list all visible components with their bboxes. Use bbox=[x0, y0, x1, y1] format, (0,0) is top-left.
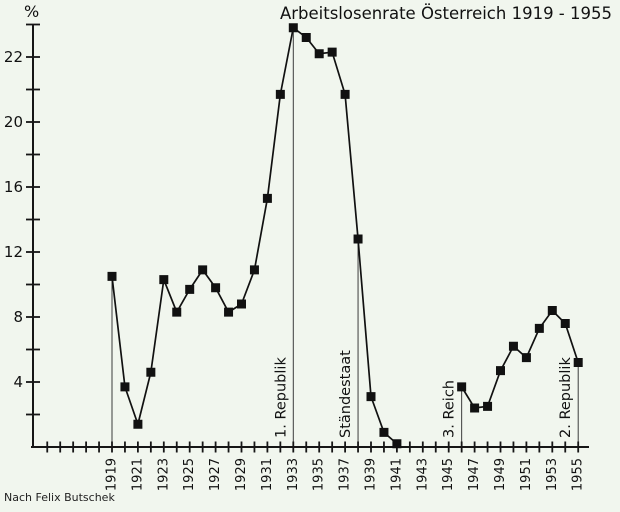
x-tick-label-1929: 1929 bbox=[234, 458, 249, 491]
x-tick-label-1935: 1935 bbox=[312, 458, 327, 491]
data-point-1926 bbox=[198, 265, 208, 275]
data-point-1955 bbox=[573, 358, 583, 367]
data-point-1937 bbox=[340, 89, 350, 99]
data-point-1950 bbox=[508, 341, 518, 351]
era-label-1946: 3. Reich bbox=[442, 380, 458, 438]
era-label-1955: 2. Republik bbox=[558, 357, 574, 438]
data-point-1953 bbox=[547, 306, 557, 315]
data-point-1954 bbox=[560, 319, 570, 328]
data-point-1934 bbox=[301, 33, 311, 42]
y-tick-label-20: 20 bbox=[4, 113, 23, 131]
data-point-1929 bbox=[237, 299, 246, 309]
x-tick-label-1941: 1941 bbox=[389, 458, 404, 491]
x-tick-label-1955: 1955 bbox=[571, 458, 586, 491]
x-tick-label-1943: 1943 bbox=[415, 458, 430, 491]
y-tick-label-16: 16 bbox=[4, 178, 23, 196]
data-point-1947 bbox=[470, 403, 480, 413]
data-point-1927 bbox=[211, 283, 221, 293]
data-point-1919 bbox=[107, 271, 117, 281]
chart-title: Arbeitslosenrate Österreich 1919 - 1955 bbox=[279, 4, 612, 23]
data-point-1949 bbox=[496, 366, 505, 376]
data-point-1951 bbox=[521, 353, 531, 363]
x-tick-label-1927: 1927 bbox=[208, 458, 223, 491]
data-point-1931 bbox=[262, 193, 272, 203]
data-point-1936 bbox=[327, 47, 337, 57]
x-tick-label-1921: 1921 bbox=[130, 458, 145, 491]
x-tick-label-1923: 1923 bbox=[156, 458, 171, 491]
y-axis-unit-label: % bbox=[24, 2, 40, 21]
x-tick-label-1949: 1949 bbox=[493, 458, 508, 491]
source-note: Nach Felix Butschek bbox=[4, 491, 115, 504]
unemployment-line-segment bbox=[460, 309, 580, 409]
data-point-1924 bbox=[172, 307, 182, 317]
data-point-1922 bbox=[146, 367, 156, 377]
data-point-1948 bbox=[483, 401, 493, 411]
data-point-1930 bbox=[249, 265, 259, 275]
data-point-1938 bbox=[353, 234, 363, 244]
y-tick-label-22: 22 bbox=[4, 48, 23, 66]
data-point-1940 bbox=[379, 427, 389, 437]
x-tick-label-1939: 1939 bbox=[364, 458, 379, 491]
y-tick-label-8: 8 bbox=[13, 308, 23, 326]
data-point-1928 bbox=[224, 307, 234, 317]
x-tick-label-1919: 1919 bbox=[105, 458, 120, 491]
x-tick-label-1933: 1933 bbox=[286, 458, 301, 491]
data-point-1952 bbox=[534, 323, 544, 333]
x-tick-label-1951: 1951 bbox=[519, 458, 534, 491]
y-tick-label-4: 4 bbox=[13, 373, 23, 391]
x-tick-label-1931: 1931 bbox=[260, 458, 275, 491]
data-point-1920 bbox=[120, 382, 130, 392]
y-tick-label-12: 12 bbox=[4, 243, 23, 261]
data-point-1923 bbox=[159, 275, 169, 285]
data-point-1939 bbox=[366, 392, 376, 402]
data-point-1933 bbox=[288, 23, 298, 33]
data-point-1925 bbox=[185, 284, 195, 294]
x-tick-label-1953: 1953 bbox=[545, 458, 560, 491]
era-label-1938: Ständestaat bbox=[338, 350, 354, 438]
data-point-1941 bbox=[392, 439, 402, 449]
x-tick-label-1947: 1947 bbox=[467, 458, 482, 491]
x-tick-label-1925: 1925 bbox=[182, 458, 197, 491]
data-point-1935 bbox=[314, 49, 324, 59]
era-label-1933: 1. Republik bbox=[273, 357, 289, 438]
data-point-1932 bbox=[275, 89, 285, 99]
data-point-1921 bbox=[133, 419, 143, 429]
data-point-1946 bbox=[457, 382, 467, 392]
x-tick-label-1945: 1945 bbox=[441, 458, 456, 491]
x-tick-label-1937: 1937 bbox=[338, 458, 353, 491]
